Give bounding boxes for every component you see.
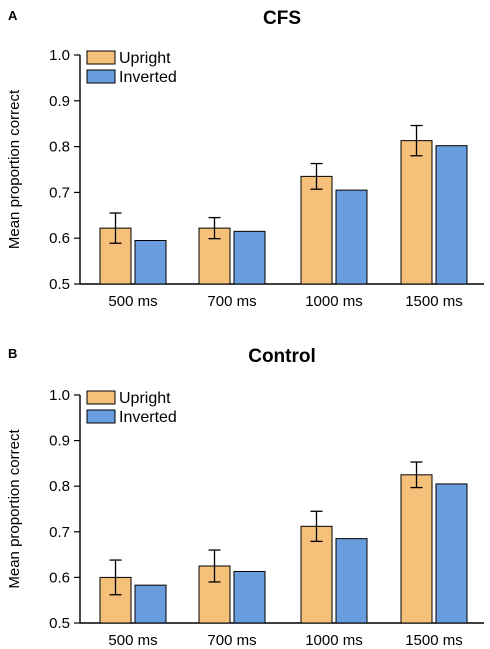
y-tick-label: 0.6 (49, 230, 70, 247)
y-tick-label: 0.8 (49, 478, 70, 495)
y-axis-label: Mean proportion correct (6, 89, 23, 249)
legend-swatch-inverted (86, 409, 116, 424)
legend-swatch-inverted (86, 69, 116, 84)
y-tick-label: 0.7 (49, 184, 70, 201)
y-tick-label: 0.6 (49, 569, 70, 586)
legend-label-inverted: Inverted (119, 69, 177, 86)
bar-inverted-1 (233, 230, 266, 285)
y-tick-label: 1.0 (49, 47, 70, 64)
x-tick-label: 1500 ms (405, 293, 463, 310)
y-tick-label: 0.7 (49, 524, 70, 541)
bar-upright-3 (400, 140, 433, 285)
legend-label-inverted: Inverted (119, 409, 177, 426)
bar-inverted-2 (335, 189, 368, 285)
y-tick-label: 1.0 (49, 387, 70, 404)
bar-inverted-2 (335, 538, 368, 624)
panel-letter: A (8, 8, 18, 23)
x-tick-label: 500 ms (108, 293, 157, 310)
bar-upright-2 (300, 525, 333, 624)
chart-panel-b: B Control Mean proportion correct 0.5 0.6 0.7… (6, 346, 484, 649)
y-tick-label: 0.8 (49, 139, 70, 156)
bar-inverted-3 (435, 145, 468, 285)
x-tick-label: 700 ms (207, 293, 256, 310)
x-tick-label: 1500 ms (405, 632, 463, 649)
y-tick-label: 0.5 (49, 276, 70, 293)
legend-label-upright: Upright (119, 50, 171, 67)
panel-letter: B (8, 346, 17, 361)
bar-inverted-3 (435, 483, 468, 624)
y-axis-label: Mean proportion correct (6, 429, 23, 589)
legend-swatch-upright (86, 50, 116, 65)
x-tick-label: 500 ms (108, 632, 157, 649)
x-tick-label: 1000 ms (305, 632, 363, 649)
legend-swatch-upright (86, 390, 116, 405)
x-tick-label: 700 ms (207, 632, 256, 649)
bar-inverted-1 (233, 570, 266, 624)
chart-title: Control (248, 346, 316, 367)
legend-label-upright: Upright (119, 390, 171, 407)
x-tick-label: 1000 ms (305, 293, 363, 310)
y-tick-label: 0.9 (49, 433, 70, 450)
bar-upright-3 (400, 474, 433, 624)
y-tick-label: 0.5 (49, 615, 70, 632)
chart-panel-a: A CFS Mean proportion correct 0.5 0.6 0.7 0.8 0… (6, 8, 484, 310)
chart-title: CFS (263, 8, 301, 29)
bar-inverted-0 (134, 239, 167, 285)
y-tick-label: 0.9 (49, 93, 70, 110)
bar-upright-2 (300, 175, 333, 285)
bar-inverted-0 (134, 584, 167, 624)
